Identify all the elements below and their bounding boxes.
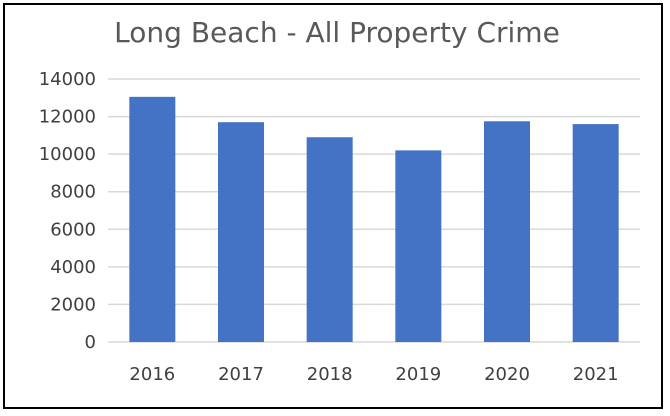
- y-tick-label: 6000: [50, 219, 96, 240]
- bar-2016: [129, 96, 176, 342]
- y-tick-label: 4000: [50, 257, 96, 278]
- bar-2020: [484, 121, 530, 343]
- y-tick-label: 10000: [39, 144, 96, 165]
- bar-2018: [306, 137, 353, 342]
- x-tick-label: 2016: [129, 364, 175, 385]
- y-tick-label: 0: [85, 332, 96, 353]
- y-tick-label: 8000: [50, 182, 96, 203]
- bar-2017: [218, 122, 264, 342]
- x-tick-label: 2017: [218, 364, 264, 385]
- y-axis-ticks: 0 2000 4000 6000 8000 10000 12000 14000: [39, 69, 96, 353]
- y-tick-label: 14000: [39, 69, 96, 90]
- x-tick-label: 2018: [307, 364, 353, 385]
- bar-2019: [395, 150, 442, 342]
- x-tick-label: 2020: [484, 364, 530, 385]
- bars: [129, 96, 619, 343]
- bar-2021: [572, 124, 619, 342]
- x-tick-label: 2019: [395, 364, 441, 385]
- gridlines: [108, 78, 640, 343]
- chart-title: Long Beach - All Property Crime: [114, 16, 560, 49]
- y-tick-label: 2000: [50, 294, 96, 315]
- x-tick-label: 2021: [573, 364, 619, 385]
- y-tick-label: 12000: [39, 107, 96, 128]
- x-axis-ticks: 2016 2017 2018 2019 2020 2021: [129, 364, 618, 385]
